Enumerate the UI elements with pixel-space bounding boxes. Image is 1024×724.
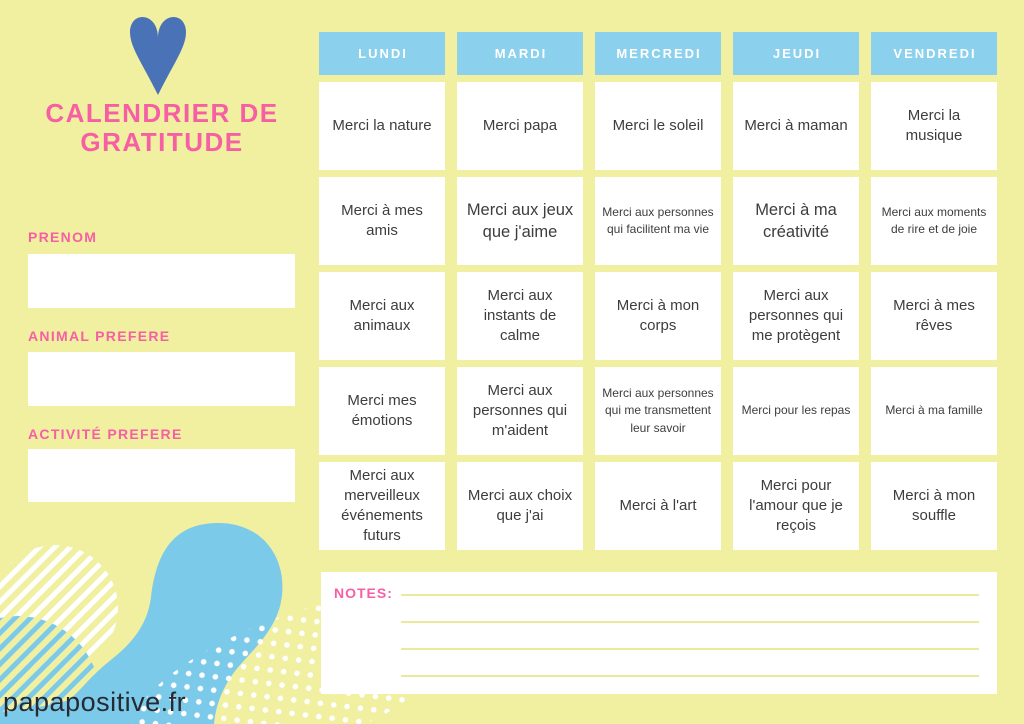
blue-corner-wedge-shape bbox=[0, 683, 112, 724]
heart-icon bbox=[130, 17, 186, 95]
note-line bbox=[401, 594, 979, 596]
gratitude-cell: Merci pour l'amour que je reçois bbox=[733, 462, 859, 550]
calendar-table: LUNDI MARDI MERCREDI JEUDI VENDREDI Merci la … bbox=[319, 32, 997, 550]
day-header-lundi: LUNDI bbox=[319, 32, 445, 75]
animal-prefere-label: ANIMAL PREFERE bbox=[28, 328, 171, 344]
activite-prefere-input[interactable] bbox=[28, 449, 295, 502]
notes-label: NOTES: bbox=[334, 585, 393, 601]
animal-prefere-input[interactable] bbox=[28, 352, 295, 406]
gratitude-cell: Merci aux personnes qui facilitent ma vi… bbox=[595, 177, 721, 265]
gratitude-cell: Merci le soleil bbox=[595, 82, 721, 170]
day-header-mercredi: MERCREDI bbox=[595, 32, 721, 75]
gratitude-cell: Merci aux instants de calme bbox=[457, 272, 583, 360]
day-header-vendredi: VENDREDI bbox=[871, 32, 997, 75]
notes-box[interactable]: NOTES: bbox=[321, 572, 997, 694]
gratitude-cell: Merci aux personnes qui m'aident bbox=[457, 367, 583, 455]
gratitude-cell: Merci aux jeux que j'aime bbox=[457, 177, 583, 265]
gratitude-cell: Merci pour les repas bbox=[733, 367, 859, 455]
gratitude-cell: Merci à l'art bbox=[595, 462, 721, 550]
note-line bbox=[401, 675, 979, 677]
gratitude-cell: Merci mes émotions bbox=[319, 367, 445, 455]
activite-prefere-label: ACTIVITÉ PREFERE bbox=[28, 426, 183, 442]
gratitude-cell: Merci à mon souffle bbox=[871, 462, 997, 550]
gratitude-cell: Merci à mes amis bbox=[319, 177, 445, 265]
gratitude-cell: Merci à ma créativité bbox=[733, 177, 859, 265]
gratitude-cell: Merci la nature bbox=[319, 82, 445, 170]
gratitude-cell: Merci à mon corps bbox=[595, 272, 721, 360]
website-text: papapositive.fr bbox=[3, 687, 187, 717]
day-header-jeudi: JEUDI bbox=[733, 32, 859, 75]
page-title-line2: GRATITUDE bbox=[80, 126, 244, 157]
gratitude-cell: Merci la musique bbox=[871, 82, 997, 170]
page-title: CALENDRIER DE GRATITUDE bbox=[26, 99, 298, 156]
gratitude-cell: Merci à mes rêves bbox=[871, 272, 997, 360]
day-header-mardi: MARDI bbox=[457, 32, 583, 75]
gratitude-cell: Merci à ma famille bbox=[871, 367, 997, 455]
gratitude-cell: Merci aux choix que j'ai bbox=[457, 462, 583, 550]
note-line bbox=[401, 621, 979, 623]
note-line bbox=[401, 648, 979, 650]
gratitude-cell: Merci aux merveilleux événements futurs bbox=[319, 462, 445, 550]
page-title-line1: CALENDRIER DE bbox=[45, 98, 279, 128]
gratitude-cell: Merci aux animaux bbox=[319, 272, 445, 360]
gratitude-cell: Merci aux personnes qui me protègent bbox=[733, 272, 859, 360]
gratitude-cell: Merci à maman bbox=[733, 82, 859, 170]
gratitude-cell: Merci aux moments de rire et de joie bbox=[871, 177, 997, 265]
prenom-label: PRENOM bbox=[28, 229, 98, 245]
gratitude-cell: Merci papa bbox=[457, 82, 583, 170]
gratitude-cell: Merci aux personnes qui me transmettent … bbox=[595, 367, 721, 455]
notes-lines bbox=[401, 572, 979, 694]
prenom-input[interactable] bbox=[28, 254, 295, 308]
